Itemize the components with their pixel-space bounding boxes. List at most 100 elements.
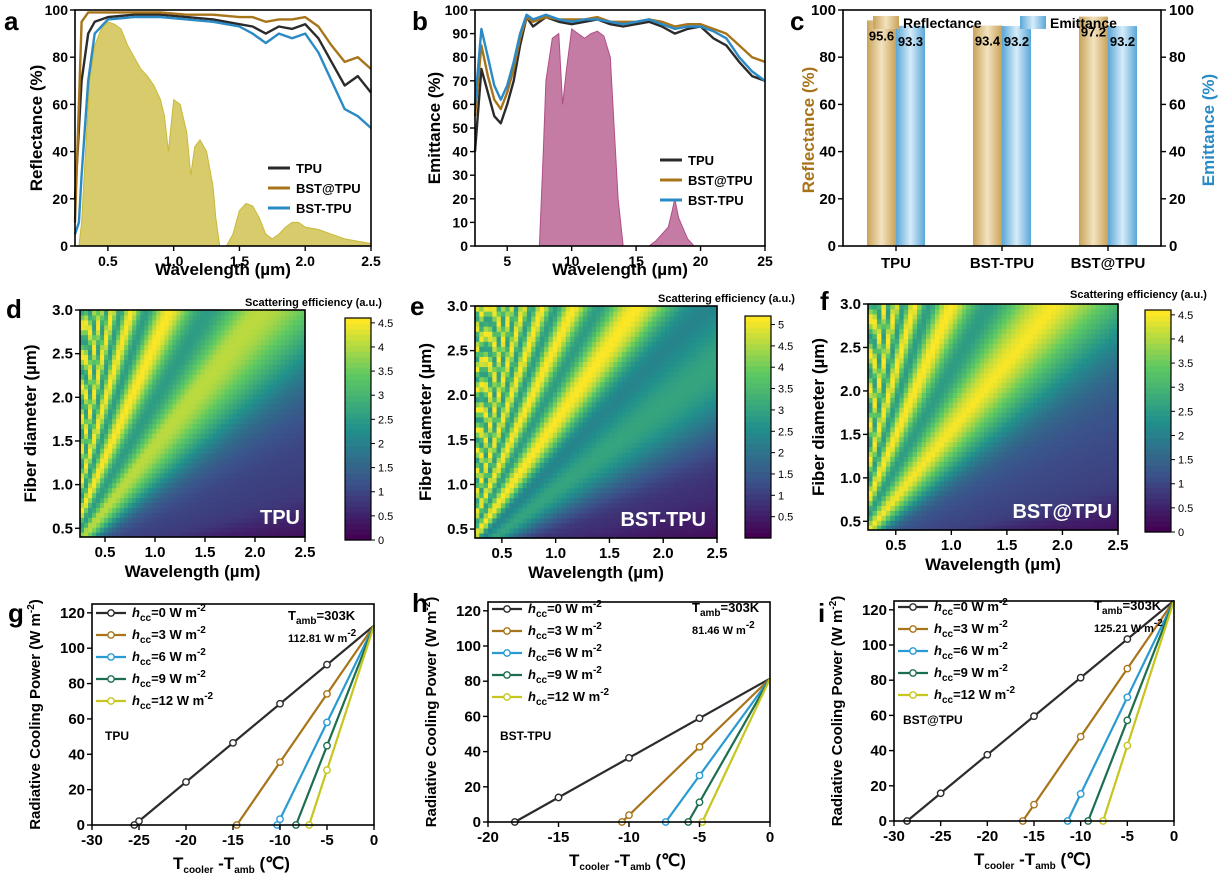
heatmap-cell	[184, 507, 190, 513]
heatmap-cell	[288, 314, 294, 321]
heatmap-cell	[587, 371, 593, 378]
heatmap-cell	[561, 472, 567, 478]
heatmap-cell	[108, 384, 113, 390]
heatmap-cell	[678, 517, 683, 524]
heatmap-cell	[673, 321, 679, 327]
heatmap-cell	[240, 413, 246, 420]
heatmap-cell	[535, 522, 541, 529]
heatmap-cell	[256, 532, 262, 538]
heatmap-cell	[180, 344, 185, 350]
heatmap-cell	[617, 411, 623, 418]
heatmap-cell	[518, 366, 524, 373]
heatmap-cell	[248, 423, 254, 429]
heatmap-cell	[164, 472, 169, 479]
heatmap-cell	[292, 463, 298, 469]
heatmap-cell	[104, 507, 109, 513]
heatmap-cell	[488, 442, 493, 448]
heatmap-cell	[565, 492, 571, 499]
heatmap-cell	[232, 433, 238, 439]
heatmap-cell	[96, 389, 101, 395]
heatmap-cell	[617, 386, 623, 393]
heatmap-cell	[248, 517, 254, 523]
heatmap-cell	[260, 472, 266, 479]
heatmap-cell	[574, 482, 580, 489]
heatmap-cell	[88, 463, 93, 469]
heatmap-cell	[297, 477, 302, 484]
heatmap-cell	[224, 359, 230, 365]
heatmap-cell	[500, 477, 506, 484]
heatmap-cell	[116, 344, 121, 350]
heatmap-cell	[128, 453, 133, 459]
heatmap-cell	[297, 334, 302, 341]
heatmap-cell	[509, 376, 515, 383]
heatmap-cell	[104, 413, 109, 420]
heatmap-cell	[596, 316, 601, 322]
heatmap-cell	[188, 487, 194, 494]
heatmap-cell	[180, 398, 185, 405]
heatmap-cell	[204, 418, 210, 425]
heatmap-cell	[160, 374, 165, 380]
heatmap-cell	[596, 336, 601, 342]
heatmap-cell	[483, 422, 489, 428]
heatmap-cell	[92, 497, 97, 503]
heatmap-cell	[513, 507, 519, 514]
heatmap-cell	[80, 428, 85, 434]
heatmap-cell	[652, 427, 658, 433]
heatmap-cell	[643, 447, 649, 453]
heatmap-cell	[268, 522, 274, 528]
heatmap-cell	[518, 442, 524, 448]
heatmap-cell	[124, 384, 129, 390]
heatmap-cell	[561, 427, 567, 433]
heatmap-cell	[613, 442, 619, 448]
heatmap-cell	[92, 527, 97, 533]
heatmap-cell	[509, 311, 515, 317]
heatmap-cell	[539, 351, 545, 357]
heatmap-cell	[168, 369, 173, 375]
heatmap-cell	[583, 401, 588, 408]
heatmap-cell	[236, 438, 242, 444]
heatmap-cell	[208, 339, 214, 346]
heatmap-cell	[136, 329, 141, 336]
heatmap-cell	[505, 321, 511, 327]
heatmap-cell	[621, 477, 627, 484]
y-tick-label: 0	[460, 238, 468, 254]
heatmap-cell	[297, 329, 302, 336]
heatmap-cell	[652, 336, 658, 342]
y-tick-label: 60	[819, 96, 836, 113]
heatmap-cell	[100, 339, 105, 346]
heatmap-cell	[176, 497, 181, 503]
heatmap-cell	[152, 507, 157, 513]
heatmap-cell	[280, 324, 286, 331]
heatmap-cell	[297, 497, 302, 503]
heatmap-cell	[483, 462, 489, 468]
heatmap-cell	[656, 336, 662, 342]
heatmap-cell	[565, 512, 571, 519]
heatmap-cell	[630, 482, 636, 489]
heatmap-cell	[120, 349, 125, 355]
heatmap-cell	[176, 453, 181, 459]
heatmap-cell	[184, 433, 190, 439]
heatmap-cell	[500, 507, 506, 514]
heatmap-cell	[570, 457, 575, 463]
heatmap-cell	[124, 527, 129, 533]
heatmap-cell	[565, 447, 571, 453]
heatmap-cell	[196, 324, 202, 331]
heatmap-cell	[100, 393, 105, 400]
heatmap-cell	[643, 422, 649, 428]
heatmap-cell	[200, 354, 206, 360]
heatmap-cell	[108, 492, 113, 499]
heatmap-cell	[232, 398, 238, 405]
heatmap-cell	[236, 384, 242, 390]
heatmap-cell	[626, 376, 632, 383]
heatmap-cell	[276, 492, 282, 499]
heatmap-cell	[292, 477, 298, 484]
heatmap-cell	[678, 437, 683, 443]
heatmap-cell	[518, 452, 524, 458]
heatmap-cell	[92, 329, 97, 336]
heatmap-cell	[475, 391, 480, 398]
heatmap-cell	[268, 512, 274, 518]
heatmap-cell	[488, 396, 493, 403]
heatmap-cell	[647, 497, 653, 504]
heatmap-cell	[292, 438, 298, 444]
heatmap-cell	[301, 339, 306, 346]
